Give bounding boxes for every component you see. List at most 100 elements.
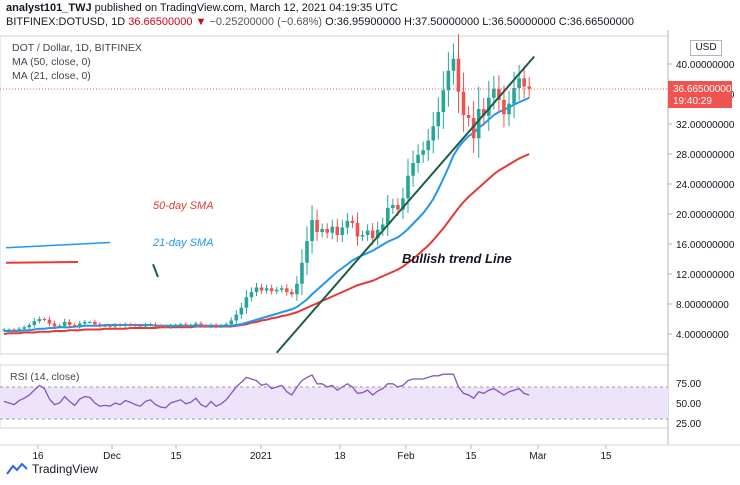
candle-body xyxy=(310,220,314,241)
price-pane xyxy=(0,35,669,355)
candle-body xyxy=(436,112,441,127)
candle-body xyxy=(219,325,223,327)
candle-body xyxy=(52,323,57,327)
candle-body xyxy=(325,229,329,233)
time-tick-label: Feb xyxy=(397,451,415,462)
candle-body xyxy=(471,118,476,139)
candle-body xyxy=(83,322,87,324)
time-tick-label: 15 xyxy=(600,451,612,462)
candle-body xyxy=(517,78,521,88)
candle-body xyxy=(355,223,360,237)
ma50-line xyxy=(3,153,530,335)
candle-body xyxy=(239,307,244,315)
price-tick-label: 40.00000000 xyxy=(676,60,735,71)
candle-body xyxy=(370,230,375,238)
candle-body xyxy=(27,325,32,328)
price-tick-label: 20.00000000 xyxy=(676,210,735,221)
candle-body xyxy=(502,100,506,115)
candle-body xyxy=(184,324,188,326)
sma21-annotation-line xyxy=(5,241,111,249)
publish-info: analyst101_TWJ published on TradingView.… xyxy=(6,2,398,14)
candle-body xyxy=(57,325,62,327)
candle-body xyxy=(290,292,294,295)
candle-body xyxy=(340,227,345,235)
candle-body xyxy=(335,226,340,235)
price-tick-label: 32.00000000 xyxy=(676,120,735,131)
candle-body xyxy=(143,325,148,327)
rsi-band xyxy=(0,387,668,419)
time-tick-label: 16 xyxy=(32,451,44,462)
candle-body xyxy=(7,329,11,331)
candle-body xyxy=(461,91,466,115)
time-tick-label: Mar xyxy=(529,451,547,462)
author: analyst101_TWJ xyxy=(6,2,92,14)
candle-body xyxy=(158,325,163,327)
price-change: −0.25200000 (−0.68%) xyxy=(209,16,323,28)
candle-body xyxy=(17,328,21,331)
ohlc-values: O:36.95900000 H:37.50000000 L:36.5000000… xyxy=(325,16,634,28)
candle-body xyxy=(426,140,430,151)
candle-body xyxy=(507,103,511,115)
candle-body xyxy=(269,288,274,292)
candle-body xyxy=(77,323,82,327)
candle-body xyxy=(285,288,289,292)
down-arrow-icon: ▼ xyxy=(195,16,207,28)
candle-body xyxy=(254,287,259,292)
candle-body xyxy=(88,322,92,323)
candle-body xyxy=(148,324,153,326)
stray-mark xyxy=(152,263,159,278)
candle-body xyxy=(441,90,446,112)
candle-body xyxy=(128,324,133,326)
candle-body xyxy=(481,109,486,116)
candle-body xyxy=(249,292,254,298)
last-price: 36.66500000 xyxy=(128,16,193,28)
last-price-tag xyxy=(668,81,732,109)
candle-body xyxy=(189,325,193,326)
trend-annotation-text: Bullish trend Line xyxy=(402,251,512,266)
brand-name: TradingView xyxy=(32,462,99,476)
candle-body xyxy=(305,241,309,263)
time-tick-label: Dec xyxy=(103,451,121,462)
candle-body xyxy=(386,208,390,225)
candle-body xyxy=(259,287,264,291)
candle-body xyxy=(214,325,218,327)
candle-body xyxy=(98,324,102,326)
price-tick-label: 24.00000000 xyxy=(676,180,735,191)
candle-body xyxy=(22,327,26,329)
sma21-annotation-text: 21-day SMA xyxy=(152,237,214,249)
candle-body xyxy=(123,324,127,326)
candle-body xyxy=(72,325,77,327)
candle-body xyxy=(360,235,365,237)
candle-body xyxy=(42,319,47,320)
candle-body xyxy=(108,325,112,327)
candle-body xyxy=(163,326,168,328)
candle-body xyxy=(194,323,198,325)
candle-body xyxy=(512,88,516,104)
currency-button[interactable]: USD xyxy=(690,40,722,56)
candle-body xyxy=(138,325,143,327)
time-tick-label: 2021 xyxy=(250,451,273,462)
candle-body xyxy=(421,150,425,155)
candle-body xyxy=(431,126,436,141)
tradingview-logo[interactable]: TradingView xyxy=(6,462,98,476)
price-tick-label: 16.00000000 xyxy=(676,240,735,251)
candle-body xyxy=(522,78,526,87)
price-tick-label: 4.00000000 xyxy=(676,330,729,341)
time-tick-label: 15 xyxy=(170,451,182,462)
candle-body xyxy=(37,319,42,322)
ma21-legend: MA (21, close, 0) xyxy=(12,70,91,82)
candle-body xyxy=(315,220,319,232)
candle-body xyxy=(47,319,52,324)
time-tick-label: 15 xyxy=(465,451,477,462)
last-price-tag-value: 36.66500000 xyxy=(673,84,732,95)
tradingview-icon xyxy=(6,463,28,475)
bullish-trend-line xyxy=(275,55,536,354)
candle-body xyxy=(492,88,496,98)
ma50-legend: MA (50, close, 0) xyxy=(12,56,91,68)
candle-body xyxy=(67,322,72,325)
candle-body xyxy=(320,229,324,232)
candle-body xyxy=(330,226,335,233)
price-tick-label: 8.00000000 xyxy=(676,300,729,311)
candle-body xyxy=(199,323,203,326)
